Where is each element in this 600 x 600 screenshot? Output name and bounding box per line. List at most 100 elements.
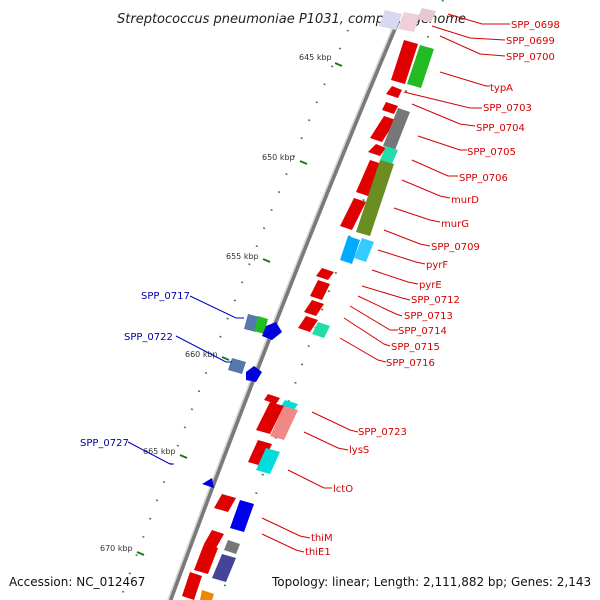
gene-block xyxy=(281,400,298,410)
leader-line xyxy=(447,13,510,25)
leader-line xyxy=(439,35,506,57)
gene-block xyxy=(256,402,284,434)
leader-line xyxy=(357,295,403,317)
leader-line xyxy=(401,179,451,199)
leader-line xyxy=(349,305,398,331)
tick-label: 665 kbp xyxy=(143,447,176,456)
tick-mark xyxy=(179,454,188,459)
leader-line xyxy=(377,249,426,265)
gene-label: SPP_0713 xyxy=(404,311,453,322)
gene-label: SPP_0705 xyxy=(467,147,516,158)
gene-block xyxy=(264,394,280,404)
gene-block xyxy=(391,40,418,84)
gene-label: SPP_0706 xyxy=(459,173,508,184)
tick-label: 655 kbp xyxy=(226,252,259,261)
gene-block xyxy=(340,198,366,230)
gene-block xyxy=(246,366,262,382)
gene-block xyxy=(270,406,298,440)
gene-label: SPP_0698 xyxy=(511,20,560,31)
gene-block xyxy=(214,494,236,512)
gene-block xyxy=(298,316,318,332)
gene-block xyxy=(224,540,240,554)
gene-label: lysS xyxy=(349,445,369,456)
leader-line xyxy=(261,517,311,539)
gene-block xyxy=(356,160,382,196)
leader-line xyxy=(261,533,305,553)
gene-block xyxy=(212,554,236,582)
leader-line xyxy=(393,207,441,223)
leader-line xyxy=(175,335,232,363)
gene-block xyxy=(380,146,398,164)
gene-block xyxy=(204,530,224,548)
leader-line xyxy=(339,337,387,363)
gene-label: SPP_0717 xyxy=(141,291,190,302)
gene-label: typA xyxy=(490,83,513,94)
leader-line xyxy=(403,91,482,109)
leader-line xyxy=(303,431,349,451)
gene-label: lctO xyxy=(333,484,353,495)
gene-block xyxy=(370,116,396,142)
gene-block xyxy=(254,316,268,334)
gene-label: SPP_0700 xyxy=(506,52,555,63)
gene-block xyxy=(356,160,394,236)
gene-label: murD xyxy=(451,195,479,206)
map-title: Streptococcus pneumoniae P1031, complete… xyxy=(117,12,466,27)
tick-label: 660 kbp xyxy=(185,350,218,359)
accession-text: Accession: NC_012467 xyxy=(9,575,145,589)
gene-label: SPP_0722 xyxy=(124,332,173,343)
gene-block xyxy=(398,12,420,32)
gene-block xyxy=(383,108,410,150)
leader-line xyxy=(127,441,174,465)
gene-block xyxy=(248,440,272,466)
leader-line xyxy=(411,103,476,127)
gene-block xyxy=(230,500,254,532)
gene-block xyxy=(262,322,282,340)
gene-label: thiE1 xyxy=(305,547,331,558)
leader-line xyxy=(287,469,332,489)
gene-block xyxy=(340,236,360,264)
gene-block xyxy=(386,86,402,98)
leader-lines-right xyxy=(261,13,510,553)
leader-line xyxy=(343,317,391,347)
gene-label: SPP_0714 xyxy=(398,326,447,337)
leader-line xyxy=(431,25,506,41)
leader-line xyxy=(411,159,458,177)
tick-label: 650 kbp xyxy=(262,153,295,162)
gene-label: SPP_0723 xyxy=(358,427,407,438)
gene-label: SPP_0727 xyxy=(80,438,129,449)
gene-label: thiM xyxy=(311,533,333,544)
gene-label: SPP_0715 xyxy=(391,342,440,353)
gene-block xyxy=(304,300,324,316)
gene-label: SPP_0703 xyxy=(483,103,532,114)
gene-block xyxy=(228,358,246,374)
gene-label: SPP_0709 xyxy=(431,242,480,253)
leader-line xyxy=(417,135,467,151)
tick-mark xyxy=(221,356,230,361)
tick-mark xyxy=(136,551,145,556)
tick-mark xyxy=(262,258,271,263)
gene-block xyxy=(407,45,434,88)
tick-mark xyxy=(334,62,343,67)
tick-label: 670 kbp xyxy=(100,544,133,553)
gene-block xyxy=(417,8,436,22)
genome-backbone xyxy=(167,19,401,600)
gene-block xyxy=(194,544,218,574)
gene-block xyxy=(182,572,202,600)
gene-block xyxy=(382,102,398,114)
gene-block xyxy=(354,238,374,262)
leader-line xyxy=(371,269,419,285)
leader-line xyxy=(361,285,411,301)
gene-block xyxy=(200,590,214,600)
gene-label: SPP_0704 xyxy=(476,123,525,134)
leader-line xyxy=(189,295,244,319)
gene-label: SPP_0712 xyxy=(411,295,460,306)
tick-marks xyxy=(136,62,343,556)
gene-label: pyrE xyxy=(419,280,442,291)
gene-block xyxy=(256,448,280,474)
topology-text: Topology: linear; Length: 2,111,882 bp; … xyxy=(271,575,591,589)
gene-block xyxy=(310,280,330,300)
leader-line xyxy=(383,229,431,247)
gene-block xyxy=(202,478,214,488)
gene-label: murG xyxy=(441,219,469,230)
